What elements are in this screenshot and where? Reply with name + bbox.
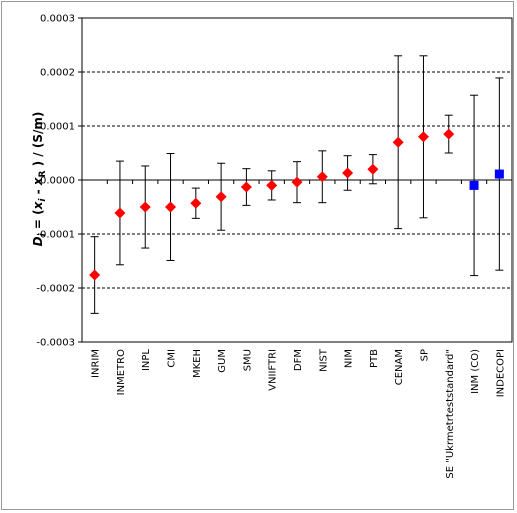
data-point-diamond: [316, 171, 328, 183]
x-tick-label: INDECOPI: [495, 349, 506, 397]
y-tick-label: -0.0002: [36, 284, 75, 295]
data-point-square: [469, 180, 479, 190]
x-tick-label: GUM: [217, 349, 228, 373]
y-tick-label: 0.0000: [40, 176, 75, 187]
x-tick-label: PTB: [369, 349, 380, 368]
x-tick-label: INMETRO: [116, 349, 127, 395]
y-tick-label: -0.0001: [36, 230, 75, 241]
data-point-diamond: [215, 191, 227, 203]
x-tick-label: MKEH: [192, 349, 203, 378]
x-tick-label: INRIM: [91, 349, 102, 378]
x-tick-label: SE "Ukrmetrteststandard": [445, 349, 456, 479]
y-tick-label: -0.0003: [36, 338, 75, 349]
x-tick-label: SP: [419, 349, 430, 361]
x-tick-label: CMI: [167, 349, 178, 368]
y-axis-label: Di = (xi - xR ) / (S/m): [31, 112, 48, 247]
y-tick-label: 0.0001: [40, 122, 75, 133]
x-tick-label: VNIIFTRI: [268, 349, 279, 391]
data-point-diamond: [367, 163, 379, 175]
data-point-diamond: [443, 128, 455, 140]
x-tick-label: NIST: [318, 348, 329, 372]
data-point-diamond: [291, 176, 303, 188]
data-point-diamond: [342, 167, 354, 179]
x-tick-label: INM (CO): [470, 349, 481, 394]
data-point-diamond: [139, 201, 151, 213]
data-point-diamond: [114, 207, 126, 219]
x-tick-label: NIM: [344, 349, 355, 368]
y-tick-label: 0.0002: [40, 68, 75, 79]
data-point-diamond: [392, 136, 404, 148]
data-points: [89, 128, 504, 281]
x-tick-label: INPL: [141, 349, 152, 371]
x-tick-label: CENAM: [394, 349, 405, 385]
data-point-diamond: [240, 181, 252, 193]
x-tick-label: DFM: [293, 349, 304, 371]
y-tick-labels: 0.0003 0.0002 0.0001 0.0000 -0.0001 -0.0002 -0…: [36, 14, 75, 349]
data-point-diamond: [89, 269, 101, 281]
data-point-diamond: [417, 131, 429, 143]
data-point-square: [494, 169, 504, 179]
x-tick-label: SMU: [242, 349, 253, 371]
y-tick-label: 0.0003: [40, 14, 75, 25]
x-tick-labels: INRIM INMETRO INPL CMI MKEH GUM SMU VNIIFTRI DFM…: [91, 348, 507, 478]
data-point-diamond: [190, 197, 202, 209]
data-point-diamond: [165, 201, 177, 213]
data-point-diamond: [266, 179, 278, 191]
